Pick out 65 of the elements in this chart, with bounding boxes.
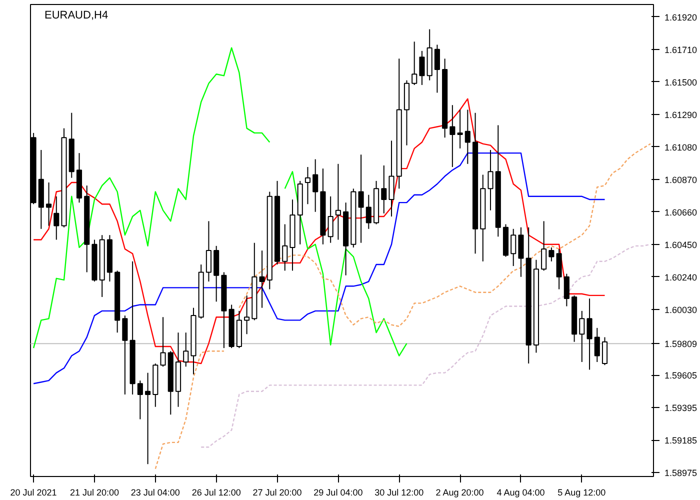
y-tick-label: 1.60660	[664, 207, 698, 218]
candlestick	[518, 226, 524, 278]
line-series	[200, 244, 652, 448]
candlestick	[160, 316, 166, 368]
y-tick-label: 1.61500	[664, 77, 698, 88]
x-tick-label: 26 Jul 12:00	[192, 488, 241, 498]
candlestick	[564, 273, 570, 307]
x-tick-label: 29 Jul 04:00	[314, 488, 363, 498]
y-tick-label: 1.61290	[664, 110, 698, 120]
candlestick	[304, 166, 311, 205]
candlestick	[206, 220, 212, 282]
candlestick	[282, 224, 288, 272]
candlestick	[145, 372, 151, 465]
candlestick	[556, 248, 562, 290]
candlestick	[510, 228, 516, 267]
candlestick	[434, 44, 440, 94]
candlestick	[579, 310, 585, 362]
candlestick	[381, 164, 387, 214]
y-tick-label: 1.60870	[664, 174, 698, 185]
candlestick	[335, 163, 341, 240]
text: EURAUD,H4	[44, 10, 108, 22]
y-tick-label: 1.58975	[664, 468, 698, 478]
candlestick	[54, 196, 60, 240]
y-tick-label: 1.60240	[664, 272, 698, 282]
candlestick	[548, 246, 554, 262]
y-tick-label: 1.59605	[664, 370, 698, 381]
candlestick	[594, 327, 600, 362]
x-tick-label: 5 Aug 12:00	[558, 488, 606, 498]
candlestick	[46, 182, 52, 226]
x-tick-label: 4 Aug 04:00	[496, 488, 545, 498]
candlestick	[412, 41, 418, 86]
line-series	[32, 98, 606, 364]
candlestick	[419, 50, 425, 86]
candlestick	[122, 315, 128, 395]
candlestick	[366, 194, 372, 230]
x-tick-label: 20 Jul 2021	[10, 488, 57, 498]
candlestick	[183, 332, 189, 368]
candlestick	[259, 250, 265, 308]
y-tick-label: 1.59809	[664, 339, 698, 350]
x-tick-label: 23 Jul 04:00	[130, 488, 180, 498]
candlestick	[450, 104, 456, 168]
candlestick	[488, 149, 494, 211]
candlestick	[312, 158, 318, 212]
y-tick-label: 1.60030	[664, 304, 698, 315]
candlestick	[328, 196, 334, 244]
x-tick-label: 27 Jul 20:00	[252, 488, 302, 498]
y-tick-label: 1.59395	[664, 403, 698, 414]
x-tick-label: 2 Aug 20:00	[436, 488, 484, 498]
candlestick	[388, 140, 394, 218]
x-tick-label: 30 Jul 12:00	[374, 488, 424, 498]
candlestick	[464, 109, 470, 164]
x-tick-label: 21 Jul 20:00	[70, 488, 120, 498]
y-tick-label: 1.61920	[664, 12, 698, 22]
candlestick	[457, 109, 463, 149]
y-tick-label: 1.61710	[664, 44, 698, 55]
line-series	[32, 152, 606, 384]
candlestick	[586, 298, 592, 370]
y-tick-label: 1.61080	[664, 142, 698, 152]
candlestick	[358, 154, 364, 244]
y-tick-label: 1.60450	[664, 240, 698, 250]
candlestick	[137, 380, 143, 420]
candlestick	[602, 336, 608, 366]
y-tick-label: 1.59185	[664, 436, 698, 446]
candlestick	[541, 220, 547, 272]
candlestick	[244, 294, 250, 335]
